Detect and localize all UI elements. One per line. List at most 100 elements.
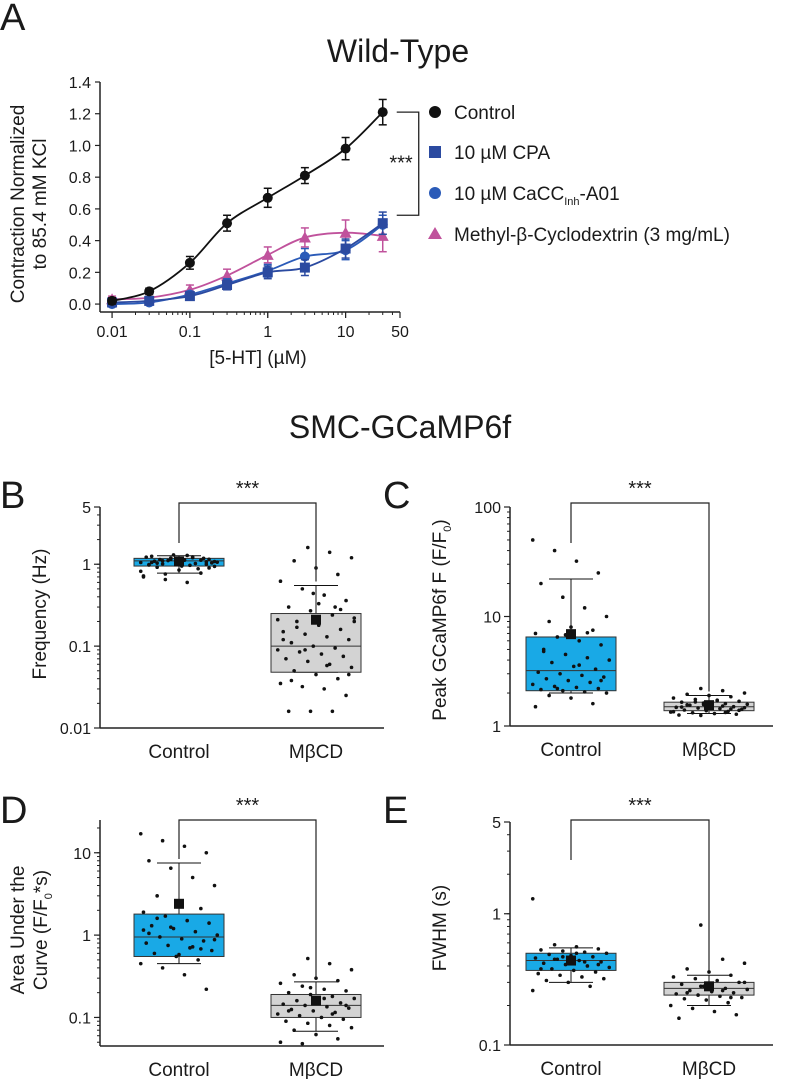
box-data-point bbox=[550, 967, 554, 971]
box-data-point bbox=[278, 981, 283, 986]
box-data-point bbox=[327, 1023, 332, 1028]
panel-a-ylabel-line2: to 85.4 mM KCl bbox=[30, 139, 51, 270]
box-data-point bbox=[558, 973, 562, 978]
box-data-point bbox=[308, 985, 313, 990]
panel-d-ylabel-line1: Area Under the bbox=[8, 866, 29, 995]
box-data-point bbox=[682, 708, 687, 712]
box-data-point bbox=[199, 571, 203, 575]
panel-e-ylabel: FWHM (s) bbox=[430, 885, 451, 972]
panel-letter-a: A bbox=[0, 0, 26, 39]
box-data-point bbox=[185, 580, 189, 585]
panel-a-point bbox=[340, 243, 351, 254]
panel-a-x-tick-label: 0.1 bbox=[179, 324, 201, 341]
box-data-point bbox=[286, 709, 291, 714]
box-data-point bbox=[182, 844, 187, 849]
box-data-point bbox=[604, 691, 609, 695]
box-data-point bbox=[544, 978, 549, 983]
box-data-point bbox=[539, 581, 543, 586]
box-data-point bbox=[204, 850, 209, 855]
box-significance-label: *** bbox=[628, 478, 652, 500]
box-panel-y-tick-label: 1 bbox=[82, 928, 91, 945]
box-data-point bbox=[278, 579, 283, 584]
box-data-point bbox=[163, 914, 168, 918]
box-data-point bbox=[699, 713, 703, 718]
box-data-point bbox=[166, 943, 170, 948]
box-data-point bbox=[574, 685, 579, 690]
box-data-point bbox=[212, 883, 217, 888]
box-data-point bbox=[715, 698, 719, 703]
box-data-point bbox=[745, 987, 750, 992]
panel-letter-e: E bbox=[383, 790, 408, 832]
panel-a-xlabel: [5-HT] (µM) bbox=[209, 348, 307, 369]
box-data-point bbox=[201, 556, 206, 561]
panel-a-y-tick-label: 0.2 bbox=[69, 265, 91, 282]
box-panel-y-tick-label: 0.1 bbox=[69, 639, 91, 656]
box-data-point bbox=[306, 659, 310, 664]
panel-letter-b: B bbox=[0, 475, 25, 517]
legend-marker-mbcd bbox=[428, 227, 442, 239]
box-data-point bbox=[555, 635, 560, 639]
legend-marker-control bbox=[429, 106, 441, 118]
box-data-point bbox=[599, 678, 603, 683]
box-data-point bbox=[699, 923, 703, 927]
box-data-point bbox=[338, 607, 343, 612]
panel-a-point bbox=[339, 226, 352, 238]
box-data-point bbox=[674, 992, 679, 996]
box-category-label: MβCD bbox=[289, 1060, 343, 1079]
box-data-point bbox=[284, 657, 288, 661]
box-data-point bbox=[289, 678, 294, 683]
panel-a-x-tick-label: 10 bbox=[337, 324, 355, 341]
box-data-point bbox=[607, 965, 612, 970]
box-data-point bbox=[171, 553, 176, 557]
box-data-point bbox=[322, 987, 326, 992]
box-data-point bbox=[737, 699, 741, 704]
box-data-point bbox=[297, 650, 302, 654]
box-data-point bbox=[731, 990, 736, 995]
box-data-point bbox=[207, 557, 211, 562]
box-data-point bbox=[739, 707, 744, 712]
box-data-point bbox=[275, 1012, 280, 1016]
box-data-point bbox=[147, 562, 151, 567]
box-data-point bbox=[582, 606, 587, 610]
box-data-point bbox=[707, 970, 711, 974]
panel-c-ylabel-main: Peak GCaMP6f F (F/F bbox=[430, 532, 451, 721]
panel-a-ylabel-line1: Contraction Normalized bbox=[8, 105, 29, 304]
box-panel-y-tick-label: 10 bbox=[73, 846, 91, 863]
box-data-point bbox=[601, 976, 606, 981]
box-panel-y-tick-label: 5 bbox=[492, 815, 501, 832]
panel-a-x-tick-label: 0.01 bbox=[96, 324, 127, 341]
box-data-point bbox=[566, 678, 571, 683]
box-data-point bbox=[327, 961, 332, 966]
box-data-point bbox=[303, 1003, 307, 1008]
box-data-point bbox=[737, 980, 741, 985]
box-mean-marker bbox=[566, 955, 576, 966]
legend-label-cpa: 10 µM CPA bbox=[454, 143, 550, 164]
box-data-point bbox=[533, 956, 538, 960]
box-data-point bbox=[671, 696, 676, 700]
panel-e-chart: 0.1 1 5 Control MβCD *** bbox=[479, 795, 773, 1079]
box-data-point bbox=[292, 1028, 296, 1033]
box-data-point bbox=[286, 1009, 291, 1013]
box-panel-y-tick-label: 1 bbox=[492, 719, 501, 736]
box-data-point bbox=[552, 957, 557, 962]
box-data-point bbox=[169, 866, 173, 870]
panel-a-point bbox=[261, 248, 274, 260]
box-data-point bbox=[158, 557, 162, 562]
box-data-point bbox=[671, 709, 676, 714]
box-panel-y-tick-label: 5 bbox=[82, 500, 91, 517]
box-data-point bbox=[693, 697, 698, 702]
panel-a-point bbox=[107, 295, 118, 306]
box-data-point bbox=[336, 572, 340, 577]
box-data-point bbox=[555, 957, 560, 962]
box-data-point bbox=[336, 676, 340, 681]
box-data-point bbox=[726, 709, 730, 714]
box-data-point bbox=[550, 660, 554, 665]
box-data-point bbox=[284, 1019, 288, 1024]
box-data-point bbox=[677, 1016, 681, 1021]
box-data-point bbox=[585, 655, 590, 660]
box-data-point bbox=[726, 1000, 730, 1005]
box-data-point bbox=[561, 688, 565, 693]
box-mean-marker bbox=[704, 981, 714, 992]
box-data-point bbox=[336, 978, 340, 983]
